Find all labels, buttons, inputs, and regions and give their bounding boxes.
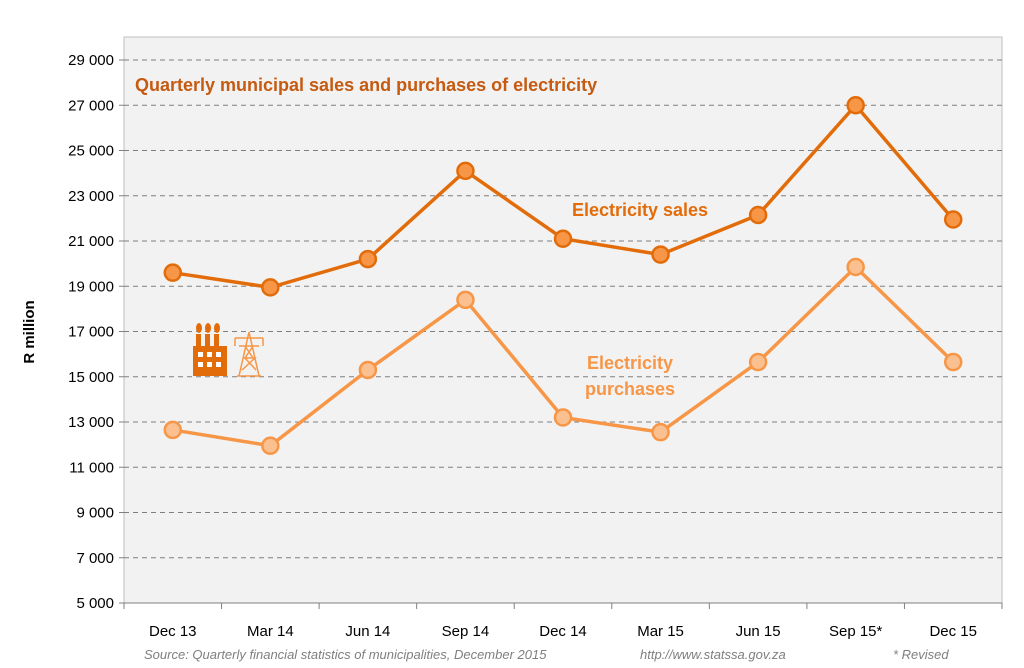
x-tick-label: Jun 14	[345, 623, 390, 640]
x-tick-label: Sep 15*	[829, 623, 883, 640]
y-tick-label: 29 000	[68, 52, 114, 69]
x-tick-label: Mar 14	[247, 623, 294, 640]
y-tick-label: 27 000	[68, 97, 114, 114]
series-label-sales: Electricity sales	[572, 200, 708, 220]
y-tick-label: 23 000	[68, 188, 114, 205]
y-tick-label: 13 000	[68, 414, 114, 431]
factory-pylon-icon	[193, 323, 264, 377]
chart-title: Quarterly municipal sales and purchases …	[135, 75, 597, 95]
data-point-sales	[163, 263, 183, 282]
data-point-sales	[943, 210, 963, 229]
data-point-sales	[553, 229, 573, 248]
data-point-sales	[456, 161, 475, 181]
data-point-purchases	[846, 257, 865, 277]
data-point-purchases	[553, 408, 573, 427]
x-tick-label: Dec 14	[539, 623, 587, 640]
data-point-sales	[846, 96, 865, 115]
x-tick-label: Mar 15	[637, 623, 684, 640]
data-point-purchases	[456, 290, 475, 310]
data-point-purchases	[358, 360, 378, 380]
y-tick-label: 5 000	[76, 595, 114, 612]
y-axis-label: R million	[21, 300, 38, 363]
data-point-purchases	[943, 352, 963, 372]
series-label-purchases: Electricity	[587, 353, 673, 373]
x-tick-label: Jun 15	[736, 623, 781, 640]
y-tick-label: 9 000	[76, 505, 114, 522]
data-point-purchases	[261, 436, 280, 456]
x-tick-label: Dec 13	[149, 623, 197, 640]
source-url[interactable]: http://www.statssa.gov.za	[640, 647, 786, 662]
y-tick-label: 25 000	[68, 143, 114, 160]
data-point-sales	[748, 205, 768, 225]
y-tick-label: 21 000	[68, 233, 114, 250]
x-tick-label: Sep 14	[442, 623, 490, 640]
data-point-purchases	[748, 352, 768, 372]
revised-note: * Revised	[893, 647, 949, 662]
data-point-purchases	[651, 422, 670, 442]
y-tick-label: 17 000	[68, 324, 114, 341]
x-tick-label: Dec 15	[929, 623, 977, 640]
source-text: Source: Quarterly financial statistics o…	[144, 647, 547, 662]
plot-area	[123, 36, 1003, 604]
y-tick-label: 15 000	[68, 369, 114, 386]
y-tick-label: 19 000	[68, 278, 114, 295]
series-label-purchases: purchases	[585, 379, 675, 399]
data-point-sales	[358, 249, 378, 269]
data-point-purchases	[163, 420, 183, 440]
data-point-sales	[261, 278, 280, 297]
data-point-sales	[651, 245, 670, 264]
y-tick-label: 7 000	[76, 550, 114, 567]
y-tick-label: 11 000	[69, 459, 114, 476]
